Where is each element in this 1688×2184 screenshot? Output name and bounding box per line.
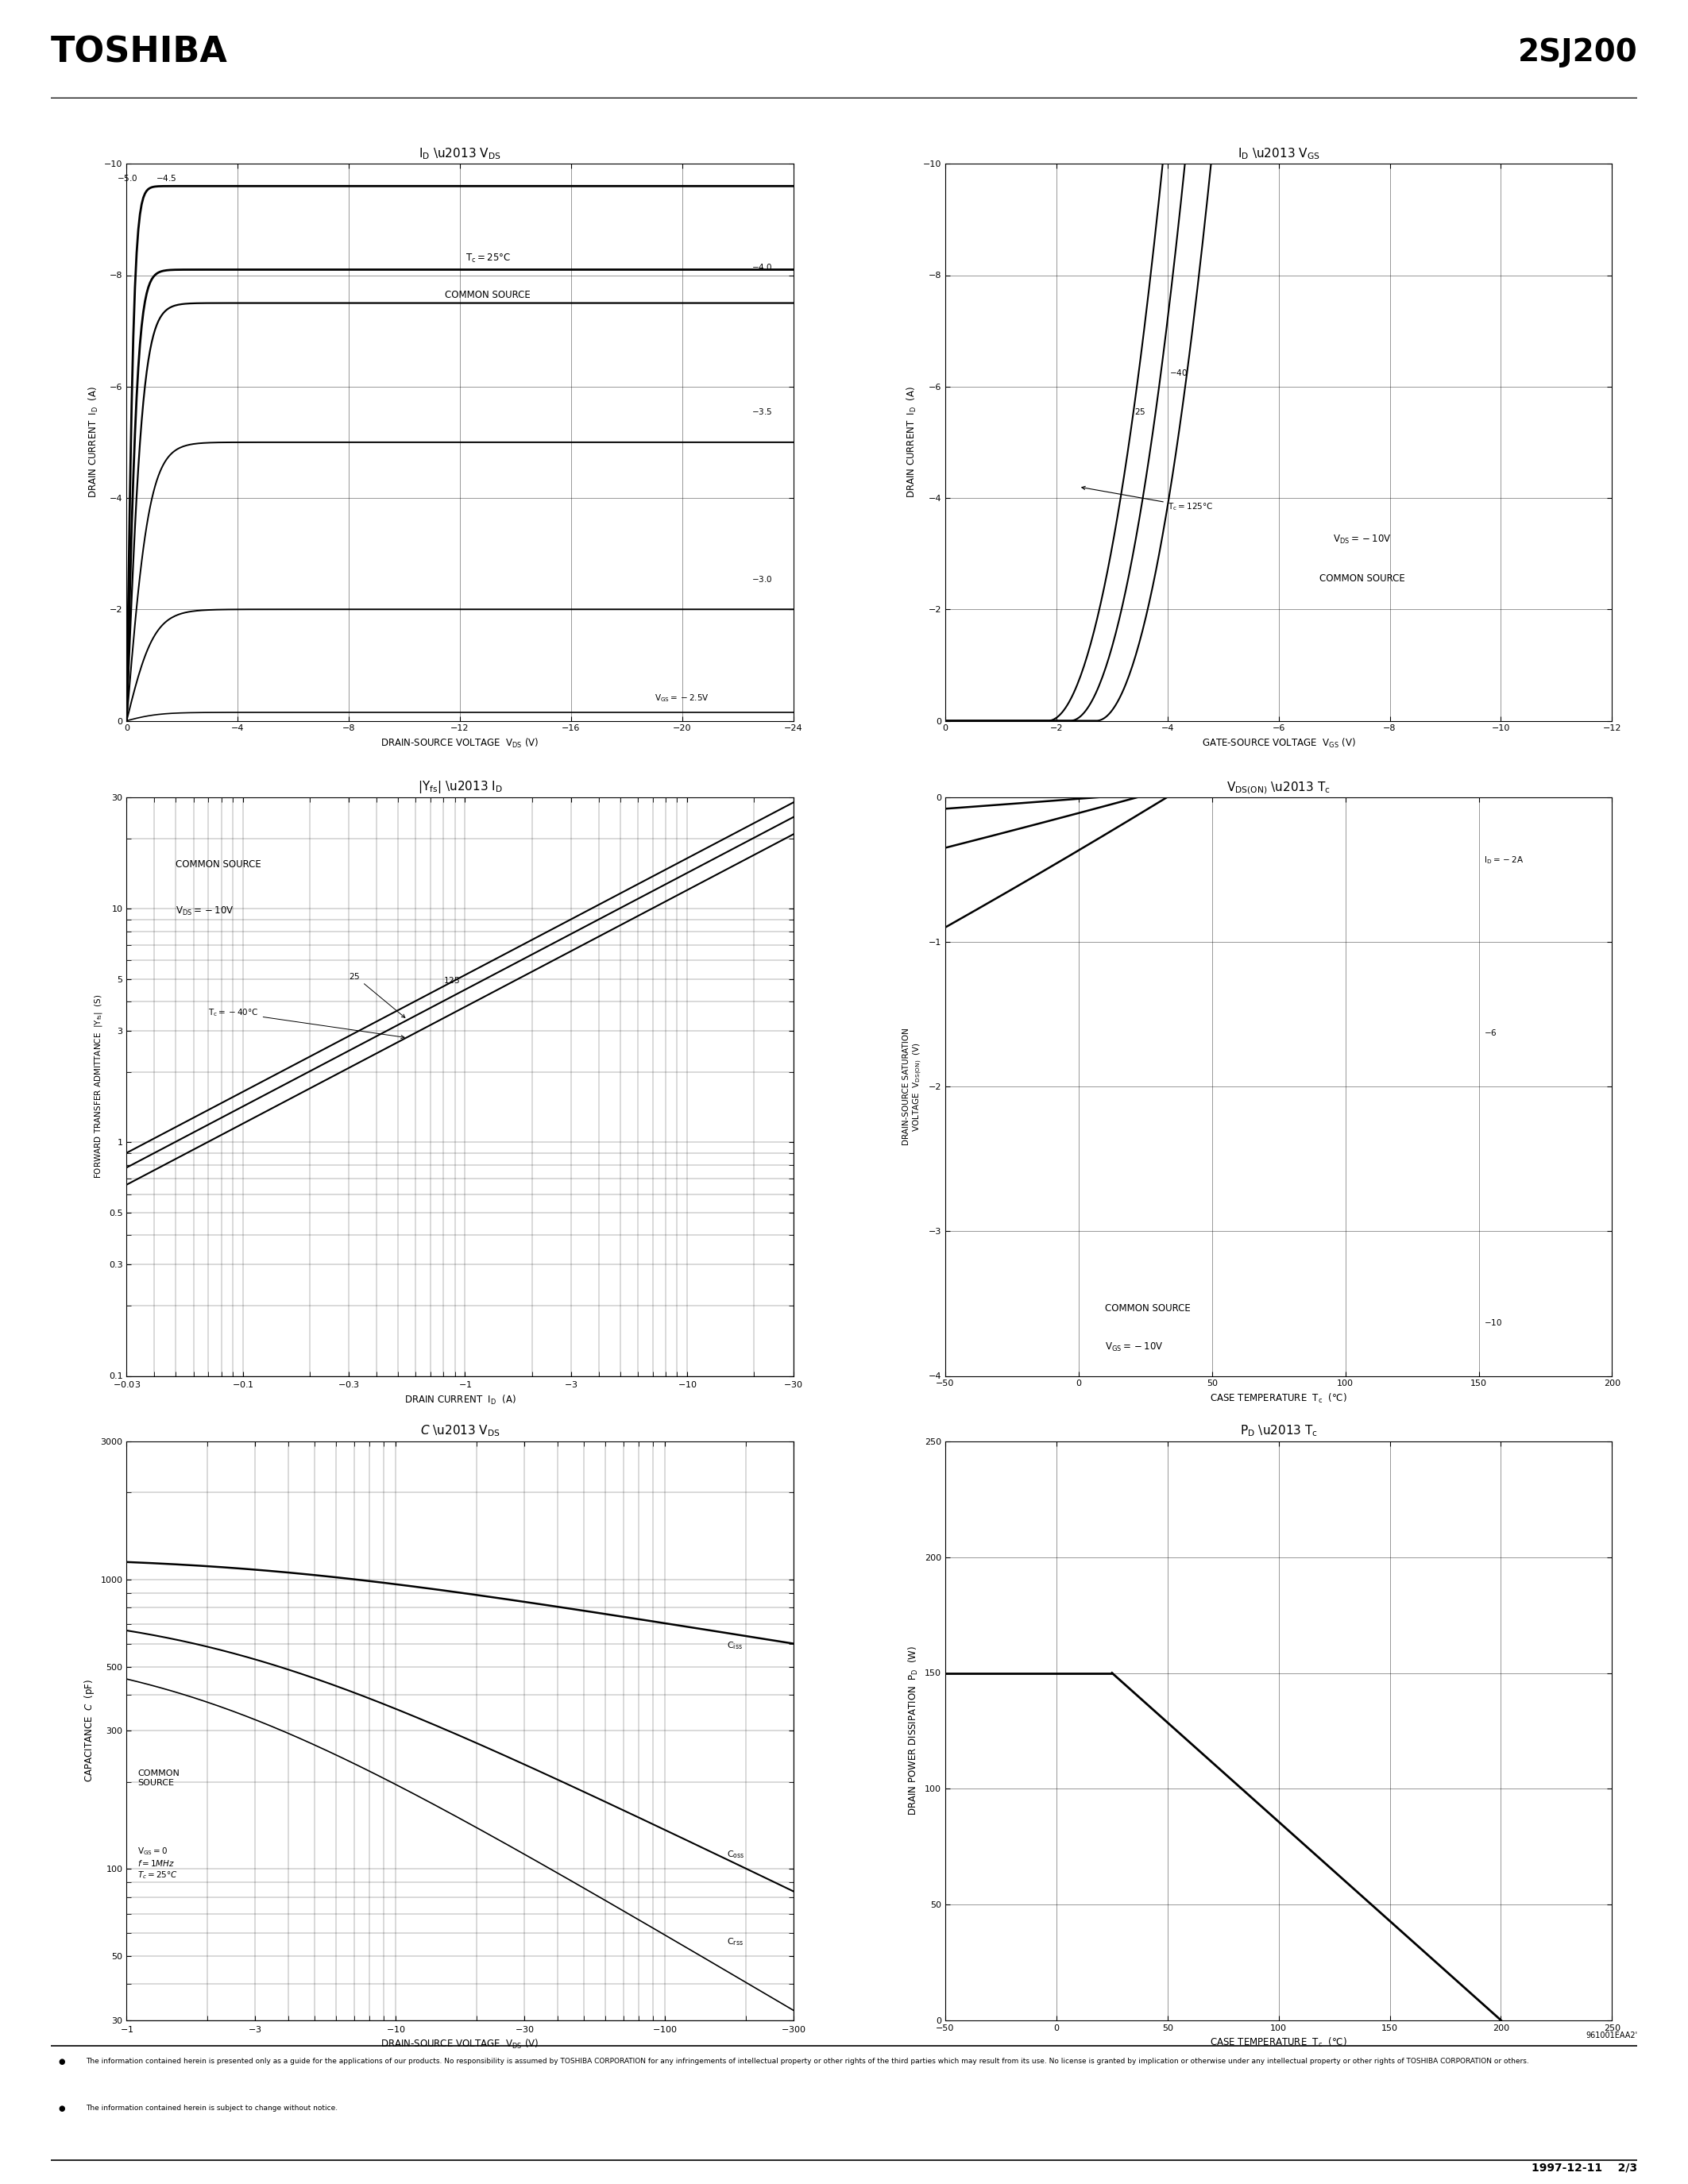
X-axis label: DRAIN-SOURCE VOLTAGE  $\mathrm{V_{DS}}$ (V): DRAIN-SOURCE VOLTAGE $\mathrm{V_{DS}}$ (… [381, 2038, 538, 2051]
X-axis label: GATE-SOURCE VOLTAGE  $\mathrm{V_{GS}}$ (V): GATE-SOURCE VOLTAGE $\mathrm{V_{GS}}$ (V… [1202, 736, 1355, 749]
Text: $-4.5$: $-4.5$ [155, 173, 177, 183]
X-axis label: CASE TEMPERATURE  $\mathrm{T_c}$  (°C): CASE TEMPERATURE $\mathrm{T_c}$ (°C) [1210, 1391, 1347, 1404]
Text: $\mathrm{V_{GS}=-2.5V}$: $\mathrm{V_{GS}=-2.5V}$ [655, 692, 709, 703]
Text: COMMON SOURCE: COMMON SOURCE [1320, 574, 1404, 583]
Text: The information contained herein is subject to change without notice.: The information contained herein is subj… [86, 2105, 338, 2112]
Text: 961001EAA2': 961001EAA2' [1585, 2031, 1637, 2040]
Title: $C$ \u2013 $\mathrm{V_{DS}}$: $C$ \u2013 $\mathrm{V_{DS}}$ [420, 1424, 500, 1439]
Text: $\mathrm{C_{oss}}$: $\mathrm{C_{oss}}$ [728, 1850, 744, 1861]
Text: ●: ● [59, 2057, 66, 2066]
Title: $\mathrm{P_D}$ \u2013 $\mathrm{T_c}$: $\mathrm{P_D}$ \u2013 $\mathrm{T_c}$ [1239, 1424, 1318, 1439]
X-axis label: DRAIN-SOURCE VOLTAGE  $\mathrm{V_{DS}}$ (V): DRAIN-SOURCE VOLTAGE $\mathrm{V_{DS}}$ (… [381, 736, 538, 749]
Text: $\mathrm{I_D=-2A}$: $\mathrm{I_D=-2A}$ [1484, 854, 1524, 865]
Text: $\mathrm{T_c=-40°C}$: $\mathrm{T_c=-40°C}$ [208, 1007, 405, 1040]
X-axis label: DRAIN CURRENT  $\mathrm{I_D}$  (A): DRAIN CURRENT $\mathrm{I_D}$ (A) [403, 1393, 517, 1406]
Text: $125$: $125$ [444, 976, 461, 985]
Y-axis label: DRAIN-SOURCE SATURATION
VOLTAGE  $\mathrm{V_{DS(ON)}}$  (V): DRAIN-SOURCE SATURATION VOLTAGE $\mathrm… [901, 1029, 923, 1144]
Text: $\mathrm{V_{DS}=-10V}$: $\mathrm{V_{DS}=-10V}$ [1334, 533, 1391, 546]
Text: 2SJ200: 2SJ200 [1518, 37, 1637, 68]
Text: $25$: $25$ [1134, 406, 1146, 415]
Text: $\mathrm{T_c=125°C}$: $\mathrm{T_c=125°C}$ [1082, 487, 1214, 511]
Text: $-3.5$: $-3.5$ [751, 406, 773, 417]
Y-axis label: DRAIN CURRENT  $\mathrm{I_D}$  (A): DRAIN CURRENT $\mathrm{I_D}$ (A) [906, 387, 918, 498]
Text: $-40$: $-40$ [1170, 367, 1188, 378]
Y-axis label: DRAIN CURRENT  $\mathrm{I_D}$  (A): DRAIN CURRENT $\mathrm{I_D}$ (A) [88, 387, 100, 498]
Title: $\mathrm{I_D}$ \u2013 $\mathrm{V_{DS}}$: $\mathrm{I_D}$ \u2013 $\mathrm{V_{DS}}$ [419, 146, 501, 162]
Text: $\mathrm{C_{iss}}$: $\mathrm{C_{iss}}$ [728, 1640, 743, 1651]
Text: COMMON SOURCE: COMMON SOURCE [446, 290, 530, 299]
Y-axis label: FORWARD TRANSFER ADMITTANCE  $\mathrm{|Y_{fs}|}$  (S): FORWARD TRANSFER ADMITTANCE $\mathrm{|Y_… [93, 994, 105, 1179]
Text: $\mathrm{T_c=25°C}$: $\mathrm{T_c=25°C}$ [466, 253, 510, 264]
Title: $\mathrm{|Y_{fs}|}$ \u2013 $\mathrm{I_D}$: $\mathrm{|Y_{fs}|}$ \u2013 $\mathrm{I_D}… [417, 780, 503, 795]
X-axis label: CASE TEMPERATURE  $\mathrm{T_c}$  (°C): CASE TEMPERATURE $\mathrm{T_c}$ (°C) [1210, 2035, 1347, 2049]
Text: $\mathrm{C_{rss}}$: $\mathrm{C_{rss}}$ [728, 1935, 743, 1948]
Text: $\mathrm{V_{GS}=0}$
$f=1MHz$
$T_c=25°C$: $\mathrm{V_{GS}=0}$ $f=1MHz$ $T_c=25°C$ [138, 1845, 179, 1880]
Text: COMMON SOURCE: COMMON SOURCE [176, 860, 262, 869]
Text: $-5.0$: $-5.0$ [116, 173, 138, 183]
Text: COMMON SOURCE: COMMON SOURCE [1106, 1304, 1192, 1313]
Y-axis label: DRAIN POWER DISSIPATION  $\mathrm{P_D}$  (W): DRAIN POWER DISSIPATION $\mathrm{P_D}$ (… [908, 1647, 920, 1815]
Y-axis label: CAPACITANCE  $C$  (pF): CAPACITANCE $C$ (pF) [83, 1679, 96, 1782]
Text: 1997-12-11    2/3: 1997-12-11 2/3 [1531, 2162, 1637, 2173]
Text: COMMON
SOURCE: COMMON SOURCE [138, 1769, 179, 1787]
Text: $-3.0$: $-3.0$ [751, 574, 773, 583]
Text: $25$: $25$ [349, 972, 405, 1018]
Title: $\mathrm{I_D}$ \u2013 $\mathrm{V_{GS}}$: $\mathrm{I_D}$ \u2013 $\mathrm{V_{GS}}$ [1237, 146, 1320, 162]
Text: ●: ● [59, 2105, 66, 2112]
Text: $\mathrm{V_{GS}=-10V}$: $\mathrm{V_{GS}=-10V}$ [1106, 1341, 1165, 1354]
Text: The information contained herein is presented only as a guide for the applicatio: The information contained herein is pres… [86, 2057, 1529, 2064]
Title: $\mathrm{V_{DS(ON)}}$ \u2013 $\mathrm{T_c}$: $\mathrm{V_{DS(ON)}}$ \u2013 $\mathrm{T_… [1227, 780, 1330, 795]
Text: TOSHIBA: TOSHIBA [51, 35, 228, 70]
Text: $\mathrm{V_{DS}=-10V}$: $\mathrm{V_{DS}=-10V}$ [176, 904, 235, 917]
Text: $-10$: $-10$ [1484, 1317, 1502, 1328]
Text: $-6$: $-6$ [1484, 1029, 1497, 1037]
Text: $-4.0$: $-4.0$ [751, 262, 773, 271]
